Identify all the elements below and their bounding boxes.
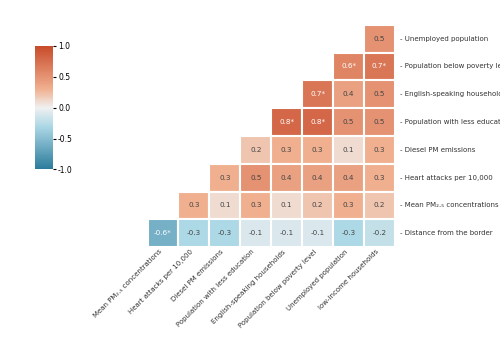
Text: - Mean PM₂.₅ concentrations: - Mean PM₂.₅ concentrations (400, 202, 498, 208)
Bar (178, 191, 210, 219)
Text: - Distance from the border: - Distance from the border (400, 230, 492, 236)
Text: - Population with less education: - Population with less education (400, 119, 500, 125)
Bar (240, 219, 271, 247)
Text: - Heart attacks per 10,000: - Heart attacks per 10,000 (400, 175, 493, 181)
Text: 0.3: 0.3 (219, 175, 230, 181)
Text: 0.5: 0.5 (374, 119, 386, 125)
Bar (271, 108, 302, 136)
Text: -0.1: -0.1 (310, 230, 324, 236)
Bar (302, 191, 333, 219)
Bar (210, 219, 240, 247)
Bar (364, 191, 395, 219)
Text: -0.3: -0.3 (218, 230, 232, 236)
Text: 0.3: 0.3 (374, 147, 386, 153)
Bar (271, 191, 302, 219)
Text: 0.6*: 0.6* (341, 64, 356, 70)
Text: 0.3: 0.3 (312, 147, 324, 153)
Bar (271, 136, 302, 164)
Bar (148, 219, 178, 247)
Bar (364, 80, 395, 108)
Bar (333, 164, 364, 191)
Bar (240, 164, 271, 191)
Bar (302, 136, 333, 164)
Text: 0.3: 0.3 (343, 202, 354, 208)
Text: 0.8*: 0.8* (310, 119, 325, 125)
Text: 0.2: 0.2 (250, 147, 262, 153)
Bar (333, 219, 364, 247)
Bar (364, 164, 395, 191)
Text: 0.3: 0.3 (374, 175, 386, 181)
Text: - Diesel PM emissions: - Diesel PM emissions (400, 147, 475, 153)
Text: 0.1: 0.1 (219, 202, 230, 208)
Text: - English-speaking households: - English-speaking households (400, 91, 500, 97)
Text: 0.4: 0.4 (343, 175, 354, 181)
Text: -0.1: -0.1 (248, 230, 263, 236)
Bar (178, 219, 210, 247)
Text: 0.5: 0.5 (250, 175, 262, 181)
Text: -0.1: -0.1 (280, 230, 294, 236)
Bar (302, 164, 333, 191)
Bar (333, 80, 364, 108)
Bar (364, 136, 395, 164)
Text: 0.5: 0.5 (374, 36, 386, 42)
Text: 0.2: 0.2 (312, 202, 324, 208)
Text: 0.3: 0.3 (250, 202, 262, 208)
Bar (333, 136, 364, 164)
Text: 0.4: 0.4 (312, 175, 324, 181)
Bar (240, 191, 271, 219)
Text: 0.8*: 0.8* (279, 119, 294, 125)
Bar (210, 191, 240, 219)
Text: 0.3: 0.3 (281, 147, 292, 153)
Bar (302, 80, 333, 108)
Text: 0.5: 0.5 (374, 91, 386, 97)
Text: 0.1: 0.1 (281, 202, 292, 208)
Bar (364, 53, 395, 80)
Bar (364, 219, 395, 247)
Text: 0.2: 0.2 (374, 202, 386, 208)
Bar (302, 219, 333, 247)
Bar (302, 108, 333, 136)
Bar (271, 164, 302, 191)
Text: 0.5: 0.5 (343, 119, 354, 125)
Bar (333, 108, 364, 136)
Text: - Unemployed population: - Unemployed population (400, 36, 488, 42)
Bar (210, 164, 240, 191)
Text: -0.3: -0.3 (342, 230, 355, 236)
Bar (333, 53, 364, 80)
Text: - Population below poverty level: - Population below poverty level (400, 64, 500, 70)
Bar (333, 191, 364, 219)
Bar (364, 25, 395, 53)
Bar (271, 219, 302, 247)
Text: -0.3: -0.3 (187, 230, 201, 236)
Text: -0.2: -0.2 (372, 230, 386, 236)
Bar (364, 108, 395, 136)
Text: 0.3: 0.3 (188, 202, 200, 208)
Bar (240, 136, 271, 164)
Text: 0.7*: 0.7* (310, 91, 325, 97)
Text: -0.6*: -0.6* (154, 230, 172, 236)
Text: 0.1: 0.1 (343, 147, 354, 153)
Text: 0.7*: 0.7* (372, 64, 387, 70)
Text: 0.4: 0.4 (281, 175, 292, 181)
Text: 0.4: 0.4 (343, 91, 354, 97)
